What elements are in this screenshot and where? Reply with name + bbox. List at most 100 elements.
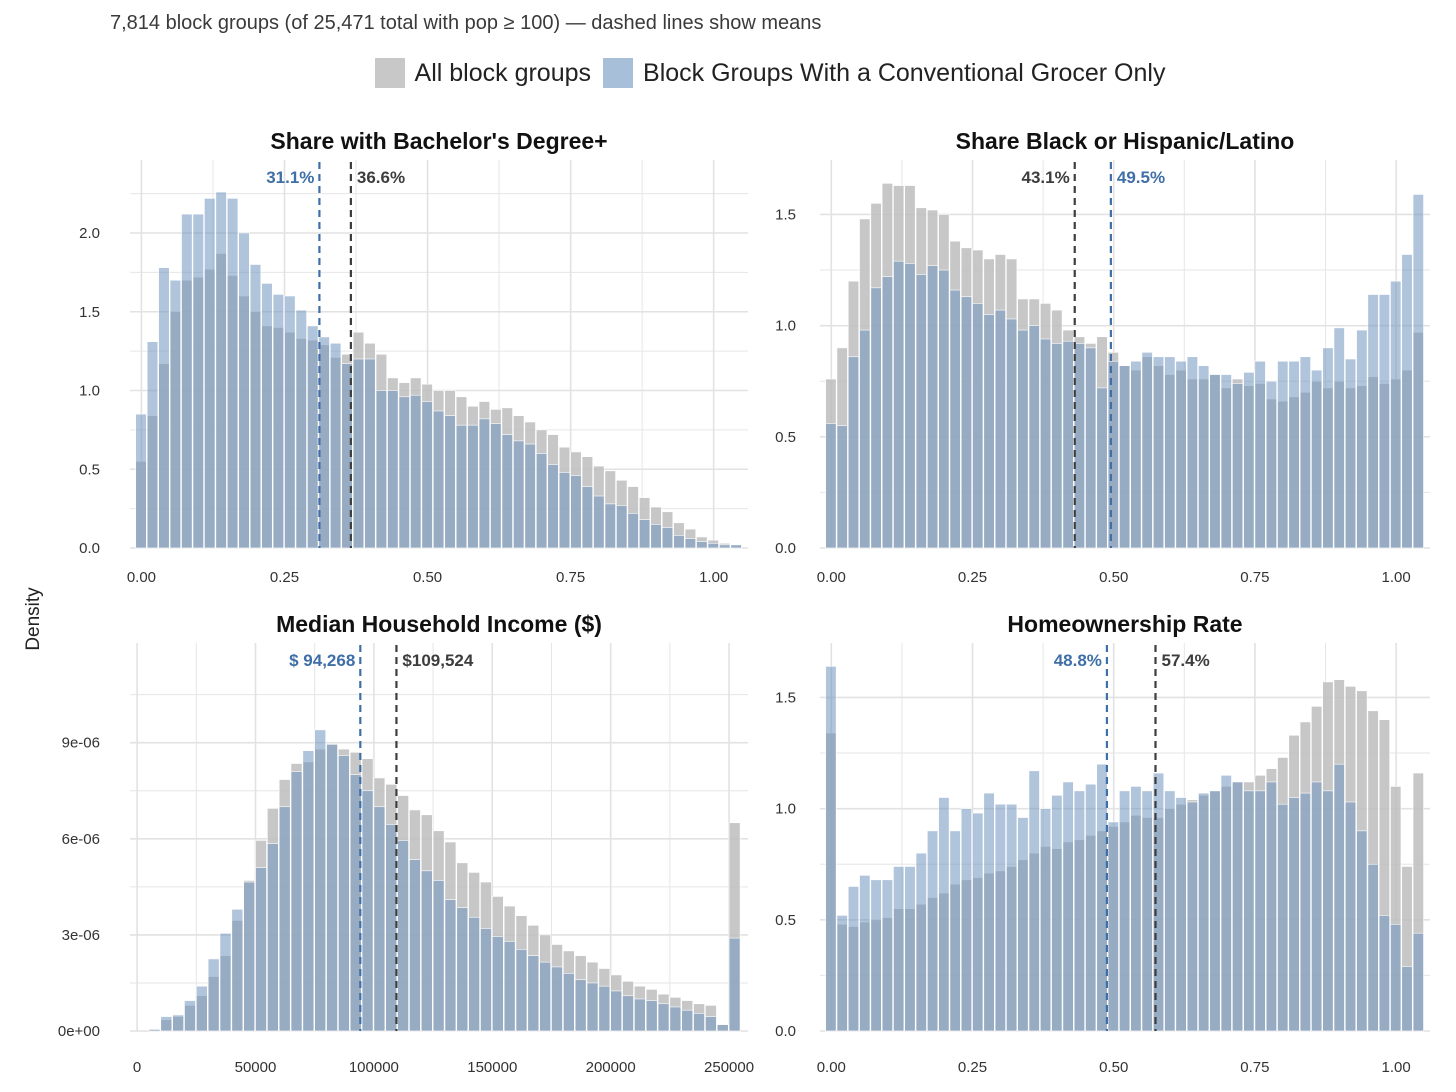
bar-grocer xyxy=(255,867,267,1032)
bar-grocer xyxy=(326,743,338,1032)
bar-grocer xyxy=(1254,790,1266,1032)
bar-grocer xyxy=(949,830,961,1032)
bar-grocer xyxy=(1130,360,1142,549)
bar-grocer xyxy=(207,958,220,1032)
x-tick-label: 0.00 xyxy=(817,1059,846,1076)
bar-grocer xyxy=(1401,966,1413,1032)
bar-grocer xyxy=(581,486,593,549)
bar-grocer xyxy=(169,279,182,549)
bar-grocer xyxy=(1164,790,1176,1032)
bar-grocer xyxy=(432,410,445,549)
bar-grocer xyxy=(1198,792,1210,1032)
bar-grocer xyxy=(915,274,927,549)
legend-swatch-all xyxy=(374,58,405,88)
bar-grocer xyxy=(1243,372,1255,549)
panel-title: Median Household Income ($) xyxy=(276,611,602,637)
bar-grocer xyxy=(657,1003,670,1032)
bar-grocer xyxy=(1062,781,1074,1032)
bar-grocer xyxy=(272,294,284,549)
x-tick-label: 1.00 xyxy=(699,569,728,586)
panel-median-income: Median Household Income ($) 0e+00 3e-06 6e-… xyxy=(58,611,754,1076)
bar-grocer xyxy=(1107,360,1119,549)
bar-grocer xyxy=(387,390,399,549)
bar-grocer xyxy=(728,937,741,1032)
bar-grocer xyxy=(513,440,525,549)
bar-grocer xyxy=(267,843,279,1032)
bar-grocer xyxy=(1390,280,1402,549)
bar-grocer xyxy=(960,808,973,1032)
y-tick-label: 0.0 xyxy=(79,540,100,557)
bar-grocer xyxy=(192,213,204,549)
bar-grocer xyxy=(938,797,950,1032)
bar-grocer xyxy=(719,544,731,549)
bar-grocer xyxy=(586,982,599,1032)
y-tick-label: 9e-06 xyxy=(62,735,100,752)
bar-grocer xyxy=(859,329,871,549)
bar-grocer xyxy=(1412,932,1424,1032)
bar-grocer xyxy=(1333,763,1345,1032)
bar-grocer xyxy=(231,908,244,1032)
x-tick-label: 0.00 xyxy=(127,569,156,586)
bar-grocer xyxy=(397,840,409,1032)
bar-grocer xyxy=(716,1024,729,1032)
bar-grocer xyxy=(215,191,227,549)
bar-grocer xyxy=(610,990,623,1032)
bar-grocer xyxy=(491,936,504,1032)
bar-grocer xyxy=(1322,790,1334,1032)
bar-grocer xyxy=(983,792,995,1032)
bar-grocer xyxy=(420,870,433,1032)
bar-grocer xyxy=(1073,790,1085,1032)
panel-black-hispanic: Share Black or Hispanic/Latino 0.0 0.5 1.0 1… xyxy=(775,128,1430,586)
bar-grocer xyxy=(547,464,559,549)
x-tick-label: 0.25 xyxy=(270,569,299,586)
bar-grocer xyxy=(1039,808,1052,1032)
x-tick-label: 0.50 xyxy=(413,569,442,586)
bar-grocer xyxy=(960,296,973,549)
bar-grocer xyxy=(1322,347,1334,549)
bar-grocer xyxy=(705,1016,717,1032)
bar-grocer xyxy=(1028,325,1040,549)
bar-grocer xyxy=(539,961,551,1032)
bar-grocer xyxy=(1390,923,1402,1032)
bar-grocer xyxy=(881,276,893,549)
y-tick-label: 0.5 xyxy=(775,429,796,446)
bar-grocer xyxy=(361,790,374,1032)
mean-label-all: 43.1% xyxy=(1022,168,1070,187)
x-tick-label: 1.00 xyxy=(1382,569,1411,586)
bar-grocer xyxy=(645,1000,658,1032)
bar-grocer xyxy=(825,666,837,1032)
y-tick-label: 3e-06 xyxy=(62,927,100,944)
x-tick-label: 100000 xyxy=(349,1059,399,1076)
bar-grocer xyxy=(432,880,445,1032)
bar-grocer xyxy=(195,985,208,1032)
bar-grocer xyxy=(1096,763,1108,1032)
bar-grocer xyxy=(1039,338,1052,549)
legend-swatch-grocer xyxy=(603,58,634,88)
panel-bachelors-degree: Share with Bachelor's Degree+ 0.0 0.5 1.0 1.… xyxy=(79,128,748,586)
bar-grocer xyxy=(1152,356,1165,549)
bar-grocer xyxy=(1017,329,1029,549)
bar-grocer xyxy=(622,995,634,1032)
x-tick-label: 0.50 xyxy=(1099,1059,1128,1076)
mean-label-all: 36.6% xyxy=(357,168,405,187)
y-tick-label: 0.0 xyxy=(775,1023,796,1040)
bar-grocer xyxy=(1073,343,1085,549)
bar-grocer xyxy=(598,985,611,1032)
bar-grocer xyxy=(1311,369,1323,549)
bar-grocer xyxy=(314,729,327,1032)
bar-grocer xyxy=(1401,254,1413,549)
bar-grocer xyxy=(238,232,250,549)
bar-grocer xyxy=(135,413,147,549)
bar-grocer xyxy=(364,358,376,549)
y-tick-label: 0.5 xyxy=(79,461,100,478)
bar-grocer xyxy=(480,928,492,1032)
bar-grocer xyxy=(455,424,468,549)
y-tick-label: 2.0 xyxy=(79,225,100,242)
bar-grocer xyxy=(661,527,674,549)
bar-grocer xyxy=(385,824,398,1032)
bar-grocer xyxy=(1130,786,1142,1032)
bar-grocer xyxy=(1119,790,1131,1032)
bar-grocer xyxy=(627,513,639,549)
bar-grocer xyxy=(1299,792,1311,1032)
bar-grocer xyxy=(261,283,273,549)
